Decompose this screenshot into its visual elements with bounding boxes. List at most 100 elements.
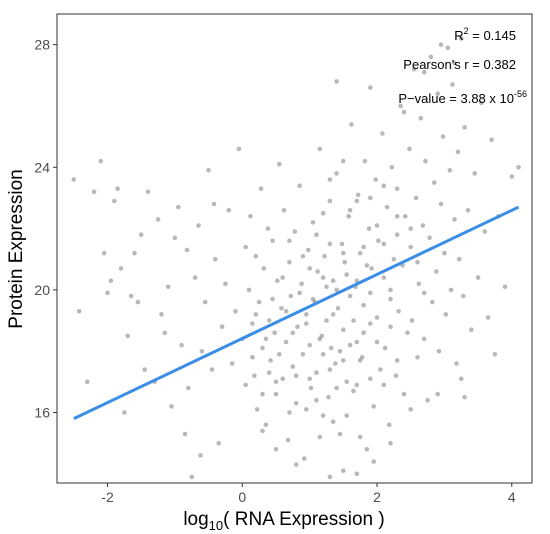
data-point [368,321,373,326]
data-point [333,361,338,366]
y-axis-ticks: 16 20 24 28 [34,37,57,420]
data-point [366,226,372,231]
data-point [326,394,331,400]
data-point [176,204,181,210]
data-point [91,189,97,195]
data-point [475,275,481,280]
data-point [382,345,388,351]
data-point [509,174,515,179]
data-point [209,367,215,372]
data-point [388,440,393,446]
data-point [330,278,336,284]
x-axis-ticks: -2 0 2 4 [101,483,516,505]
data-point [427,235,432,241]
data-point [320,275,326,280]
data-point [394,214,400,219]
data-point [391,256,397,262]
data-point [344,413,350,418]
data-point [280,376,286,382]
data-point [189,474,195,480]
data-point [376,238,381,244]
data-point [435,91,441,96]
data-point [393,373,399,379]
data-point [361,244,366,250]
data-point [389,165,395,170]
data-point [341,358,346,363]
data-point [108,278,114,284]
pearson-annotation: Pearson's r = 0.382 [403,57,516,72]
data-point [300,253,306,259]
data-point [456,256,462,262]
data-point [440,134,446,139]
data-point [344,272,350,277]
data-point [479,100,484,106]
data-point [184,247,190,253]
data-point [299,281,304,287]
data-point [85,379,90,385]
y-tick-label: 20 [34,282,50,298]
data-point [413,195,419,201]
data-point [381,183,387,188]
data-point [492,352,498,357]
data-point [407,146,412,152]
data-point [135,299,141,305]
data-point [233,309,238,314]
data-point [420,223,426,228]
data-point [361,330,366,336]
x-axis-title: log10( RNA Expression ) [183,509,384,533]
data-point [252,373,257,379]
data-point [469,327,474,333]
data-point [263,422,269,428]
data-point [339,241,345,247]
data-point [371,459,377,464]
data-point [169,404,174,409]
data-point [122,410,127,415]
data-point [254,407,260,412]
data-point [192,275,198,280]
data-point [112,198,117,204]
data-point [165,284,171,290]
data-point [373,177,379,182]
data-point [465,207,471,213]
data-point [320,413,326,418]
data-point [398,103,403,109]
data-point [452,217,457,222]
data-point [263,336,269,342]
data-point [310,296,316,302]
data-point [330,419,336,425]
data-point [288,293,294,299]
data-point [324,284,329,290]
data-point [327,367,333,372]
data-point [270,296,275,302]
data-point [320,352,326,357]
data-point [324,318,329,323]
data-point [307,376,313,382]
data-point [357,358,363,363]
data-point [277,161,282,167]
data-point [354,198,360,204]
data-point [172,235,178,241]
data-point [307,342,313,348]
data-point [308,385,314,391]
data-point [275,278,280,284]
data-point [250,321,255,326]
data-point [199,348,205,354]
data-point [243,244,248,250]
data-point [272,330,277,336]
data-point [378,367,383,372]
data-point [236,146,242,152]
data-point [334,287,339,293]
data-point [459,36,464,41]
data-point [310,220,316,225]
data-point [223,281,228,287]
data-point [405,330,410,336]
data-point [268,358,273,363]
data-point [472,171,478,176]
data-point [388,287,393,293]
data-point [297,183,302,188]
data-point [327,474,333,480]
data-point [381,382,387,388]
data-point [357,250,363,256]
data-point [277,352,282,357]
data-point [394,358,400,363]
